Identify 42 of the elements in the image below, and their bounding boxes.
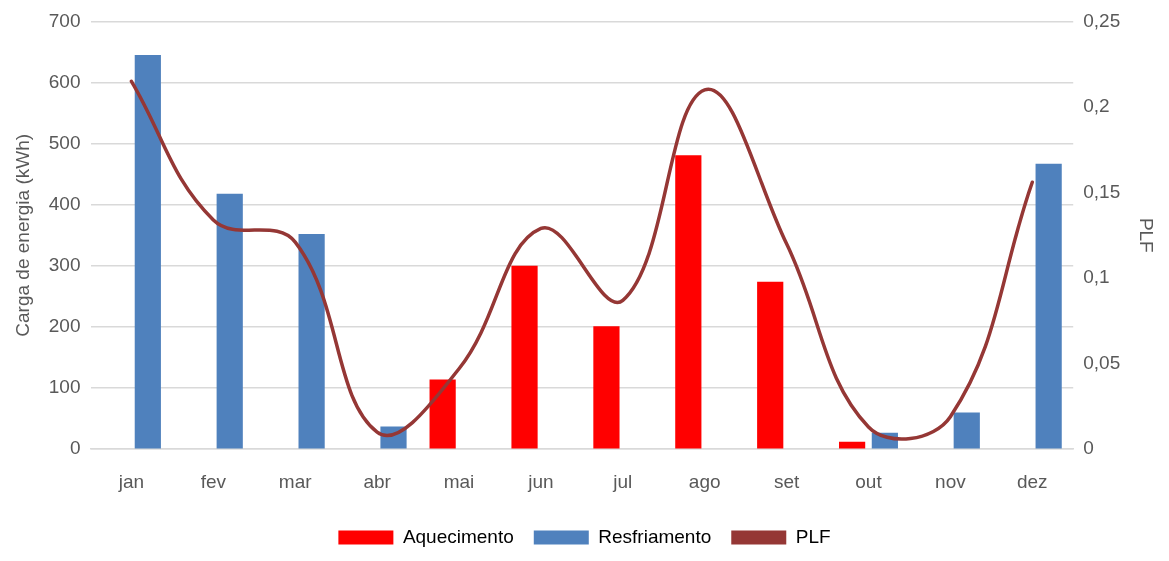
bar: [298, 234, 325, 449]
x-tick-label: jun: [527, 470, 554, 492]
y-tick-label: 100: [48, 376, 81, 398]
y2-tick-label: 0,2: [1083, 95, 1110, 117]
bar: [675, 155, 702, 449]
x-tick-label: jul: [612, 470, 633, 492]
bar: [1035, 163, 1062, 449]
x-tick-label: mai: [443, 470, 475, 492]
x-tick-label: mar: [278, 470, 313, 492]
x-tick-label: dez: [1016, 470, 1048, 492]
bar: [757, 281, 784, 449]
bar: [511, 265, 538, 449]
bar: [134, 55, 161, 449]
legend-label: PLF: [795, 525, 831, 547]
y-tick-label: 500: [48, 131, 81, 153]
x-tick-label: out: [855, 470, 883, 492]
y-tick-label: 200: [48, 315, 81, 337]
bar: [429, 379, 456, 449]
x-tick-label: fev: [200, 470, 227, 492]
y-tick-label: 0: [69, 437, 81, 459]
legend-label: Resfriamento: [598, 525, 712, 547]
y-tick-label: 400: [48, 192, 81, 214]
bar: [216, 193, 243, 449]
y2-tick-label: 0,1: [1083, 266, 1110, 288]
y2-tick-label: 0,25: [1083, 9, 1121, 31]
y2-axis-title: PLF: [1136, 217, 1158, 253]
y2-tick-label: 0,05: [1083, 351, 1121, 373]
y-tick-label: 700: [48, 9, 81, 31]
y-axis-title: Carga de energia (kWh): [11, 133, 33, 337]
bar: [593, 326, 620, 449]
legend-label: Aquecimento: [402, 525, 514, 547]
bar: [953, 412, 980, 449]
x-tick-label: jan: [117, 470, 145, 492]
y2-tick-label: 0: [1083, 437, 1094, 459]
x-tick-label: ago: [688, 470, 721, 492]
y-tick-label: 300: [48, 254, 81, 276]
bar: [839, 441, 866, 449]
y-tick-label: 600: [48, 70, 81, 92]
y2-tick-label: 0,15: [1083, 180, 1121, 202]
x-tick-label: abr: [363, 470, 392, 492]
x-tick-label: set: [773, 470, 800, 492]
x-tick-label: nov: [935, 470, 967, 492]
